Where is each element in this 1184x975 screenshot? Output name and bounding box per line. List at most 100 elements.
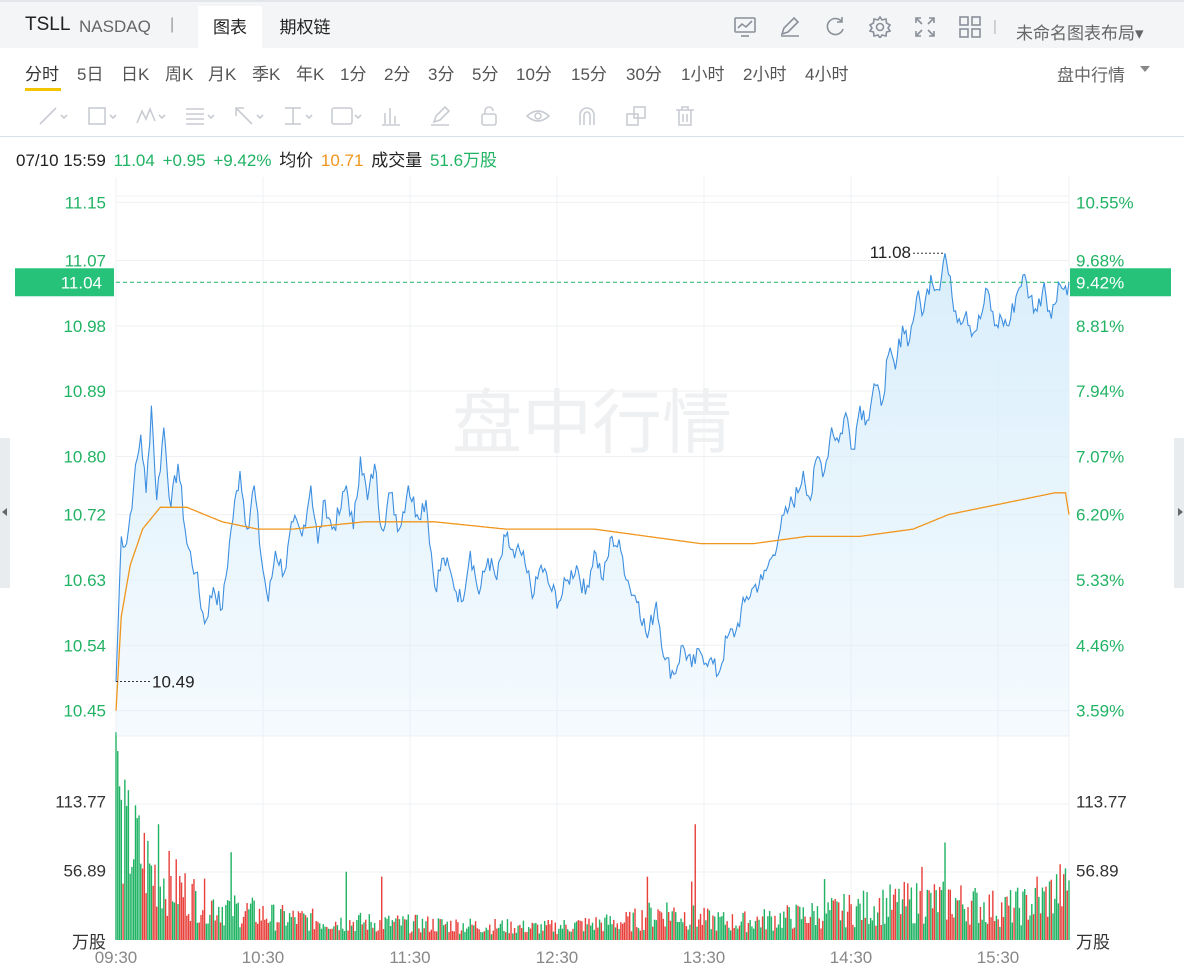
volume-value: 51.6万股: [429, 151, 498, 170]
volume-bar: [901, 899, 904, 940]
volume-bar: [912, 923, 914, 940]
session-dropdown[interactable]: 盘中行情: [1057, 66, 1125, 85]
eye-icon[interactable]: [518, 103, 567, 129]
volume-bar: [777, 924, 780, 940]
volume-bar: [400, 925, 402, 940]
volume-bar: [717, 912, 719, 940]
text-tool-icon[interactable]: [322, 103, 371, 129]
volume-bar: [453, 931, 456, 940]
volume-bar: [365, 919, 367, 940]
period-intraday[interactable]: 分时: [25, 65, 59, 84]
period-quarterly[interactable]: 季K: [252, 65, 281, 84]
period-monthly[interactable]: 月K: [208, 65, 237, 84]
period-4h[interactable]: 4小时: [805, 65, 849, 84]
refresh-icon[interactable]: [812, 14, 857, 40]
volume-bar: [549, 924, 551, 940]
volume-bar: [115, 732, 117, 940]
price-tick-label: 10.98: [63, 317, 106, 336]
volume-bar: [659, 911, 661, 940]
volume-bar: [187, 914, 190, 940]
period-yearly[interactable]: 年K: [296, 65, 325, 84]
period-15min[interactable]: 15分: [571, 65, 607, 84]
volume-bar: [600, 922, 603, 940]
pct-tick-label: 4.46%: [1076, 636, 1124, 655]
trash-icon[interactable]: [665, 103, 714, 129]
volume-bar: [1020, 925, 1022, 940]
volume-bar: [793, 927, 796, 940]
volume-bar: [969, 924, 971, 940]
volume-bar: [520, 928, 523, 940]
time-tick-label: 14:30: [830, 948, 873, 967]
period-1min[interactable]: 1分: [340, 65, 367, 84]
arrow-tool-icon[interactable]: [224, 103, 273, 129]
volume-bar: [843, 893, 845, 940]
volume-bar: [841, 910, 843, 940]
tab-option-chain[interactable]: 期权链: [279, 18, 331, 37]
period-2min[interactable]: 2分: [384, 65, 411, 84]
volume-bar: [143, 832, 146, 940]
period-30min[interactable]: 30分: [626, 65, 662, 84]
scroll-right-handle[interactable]: [1174, 438, 1184, 588]
volume-bar: [933, 884, 936, 940]
volume-bar: [621, 923, 624, 940]
volume-bar: [205, 923, 208, 940]
volume-bar: [1016, 887, 1019, 940]
volume-bar: [887, 916, 890, 940]
chevron-down-icon[interactable]: [1140, 66, 1150, 72]
volume-bar: [976, 892, 978, 940]
volume-bar: [825, 913, 828, 940]
rectangle-tool-icon[interactable]: [77, 103, 126, 129]
volume-bar: [515, 932, 518, 940]
layout-grid-icon[interactable]: [947, 14, 992, 40]
period-5d[interactable]: 5日: [77, 65, 104, 84]
volume-bar: [620, 922, 622, 940]
volume-bar: [655, 920, 657, 940]
volume-bar: [566, 929, 569, 940]
volume-bar: [1043, 891, 1045, 940]
volume-bar: [852, 924, 854, 940]
period-2h[interactable]: 2小时: [743, 65, 787, 84]
magnet-icon[interactable]: [567, 103, 616, 129]
period-5min[interactable]: 5分: [472, 65, 499, 84]
draw-pen-icon[interactable]: [767, 14, 812, 40]
chart-type-icon[interactable]: [722, 14, 767, 40]
scroll-left-handle[interactable]: [0, 438, 10, 588]
clone-icon[interactable]: [616, 103, 665, 129]
volume-bar: [632, 912, 634, 940]
indicator-tool-icon[interactable]: [371, 103, 420, 129]
volume-bar: [845, 927, 847, 940]
line-tool-icon[interactable]: [28, 103, 77, 129]
volume-bar: [504, 932, 507, 940]
volume-bar: [873, 906, 875, 940]
volume-bar: [981, 919, 983, 940]
volume-bar: [354, 930, 356, 940]
tab-chart[interactable]: 图表: [198, 6, 262, 50]
fullscreen-icon[interactable]: [902, 14, 947, 40]
volume-bar: [196, 922, 199, 940]
volume-bar: [347, 930, 349, 940]
volume-bar: [689, 924, 691, 940]
volume-bar: [1062, 874, 1065, 940]
measure-tool-icon[interactable]: [273, 103, 322, 129]
volume-bar: [127, 790, 130, 940]
period-3min[interactable]: 3分: [428, 65, 455, 84]
fibonacci-tool-icon[interactable]: [175, 103, 224, 129]
volume-bar: [595, 917, 597, 940]
volume-bar: [997, 919, 999, 940]
settings-icon[interactable]: [857, 14, 902, 40]
volume-bar: [439, 919, 441, 940]
volume-bar: [832, 900, 835, 940]
brush-tool-icon[interactable]: [420, 103, 469, 129]
pattern-tool-icon[interactable]: [126, 103, 175, 129]
volume-bar: [905, 906, 907, 940]
period-weekly[interactable]: 周K: [165, 65, 194, 84]
volume-bar: [868, 923, 870, 940]
period-1h[interactable]: 1小时: [681, 65, 725, 84]
period-daily[interactable]: 日K: [121, 65, 150, 84]
lock-icon[interactable]: [469, 103, 518, 129]
volume-bar: [492, 930, 495, 940]
period-10min[interactable]: 10分: [516, 65, 552, 84]
layout-name-dropdown[interactable]: 未命名图表布局▾: [1016, 24, 1144, 43]
volume-bar: [285, 925, 287, 940]
